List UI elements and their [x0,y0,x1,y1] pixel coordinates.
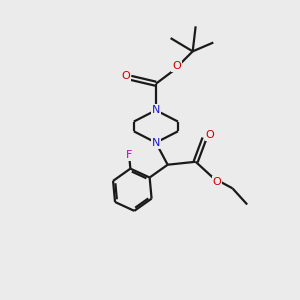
Text: O: O [206,130,214,140]
Text: O: O [172,61,181,71]
Text: F: F [126,150,132,161]
Text: N: N [152,105,160,115]
Text: N: N [152,138,160,148]
Text: O: O [212,176,221,187]
Text: O: O [121,71,130,81]
